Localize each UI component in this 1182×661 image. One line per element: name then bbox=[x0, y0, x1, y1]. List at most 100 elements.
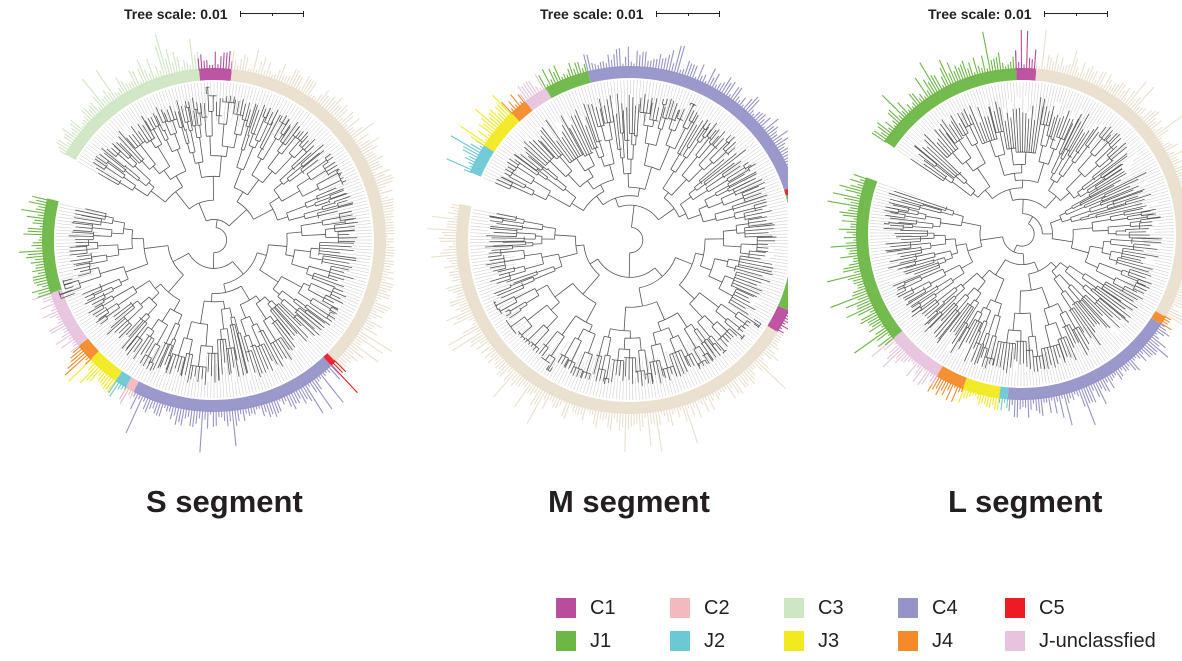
clade-tip bbox=[373, 174, 393, 183]
branch bbox=[1107, 203, 1126, 210]
leaf-line bbox=[1142, 218, 1174, 223]
branch bbox=[699, 136, 705, 143]
branch bbox=[299, 135, 309, 146]
branch-arc bbox=[930, 242, 932, 249]
leaf-line bbox=[120, 338, 143, 368]
clade-tip bbox=[581, 406, 587, 421]
clade-tip bbox=[154, 65, 161, 80]
clade-tip bbox=[993, 395, 998, 410]
branch-arc bbox=[322, 294, 327, 302]
branch-arc bbox=[105, 254, 108, 261]
clade-tip bbox=[484, 138, 490, 143]
leaf-line bbox=[722, 119, 736, 135]
branch-arc bbox=[168, 343, 173, 346]
clade-tip bbox=[80, 109, 93, 122]
clade-arc-j4 bbox=[936, 366, 967, 389]
branch bbox=[197, 366, 200, 383]
clade-tip bbox=[61, 331, 72, 338]
clade-tip bbox=[496, 362, 510, 376]
leaf-line bbox=[1137, 209, 1173, 216]
branch-arc bbox=[932, 259, 935, 263]
branch-arc bbox=[933, 252, 936, 257]
branch bbox=[915, 252, 935, 257]
branch bbox=[513, 154, 540, 174]
clade-arc-j3 bbox=[90, 351, 123, 381]
leaf-line bbox=[248, 88, 260, 125]
clade-tip bbox=[507, 365, 514, 373]
branch bbox=[157, 146, 171, 167]
leaf-line bbox=[687, 340, 710, 379]
branch bbox=[305, 215, 319, 220]
branch bbox=[1028, 273, 1032, 291]
branch bbox=[520, 154, 542, 171]
branch bbox=[77, 272, 91, 277]
leaf-line bbox=[873, 258, 902, 265]
branch bbox=[513, 273, 538, 284]
clade-tip bbox=[27, 230, 45, 233]
branch bbox=[1087, 131, 1100, 147]
clade-tip bbox=[1106, 84, 1113, 94]
clade-tip bbox=[165, 403, 170, 412]
branch-arc bbox=[536, 172, 540, 176]
leaf-line bbox=[110, 120, 135, 149]
leaf-line bbox=[670, 89, 684, 125]
clade-tip bbox=[37, 214, 46, 217]
branch-arc bbox=[195, 161, 204, 164]
branch bbox=[570, 115, 590, 155]
tree-scale-label: Tree scale: 0.01 bbox=[540, 6, 644, 22]
branch bbox=[168, 274, 184, 293]
clade-tip bbox=[265, 61, 272, 79]
leaf-line bbox=[964, 351, 975, 376]
branch bbox=[217, 353, 220, 381]
clade-tip bbox=[988, 395, 993, 409]
branch bbox=[1095, 287, 1126, 310]
branch bbox=[967, 310, 978, 328]
clade-tip bbox=[750, 113, 755, 118]
branch bbox=[907, 291, 927, 303]
clade-tip bbox=[456, 291, 467, 296]
branch-arc bbox=[257, 156, 264, 161]
branch bbox=[1050, 114, 1059, 139]
clade-tip bbox=[143, 68, 151, 83]
branch bbox=[889, 217, 917, 222]
branch bbox=[588, 373, 591, 380]
branch-arc bbox=[1082, 284, 1086, 289]
leaf-line bbox=[470, 244, 506, 247]
leaf-line bbox=[698, 101, 711, 123]
clade-tip bbox=[990, 60, 994, 73]
branch-arc bbox=[130, 301, 135, 308]
clade-tip bbox=[911, 93, 922, 106]
clade-tip bbox=[624, 411, 627, 453]
leaf-line bbox=[1007, 352, 1012, 386]
branch bbox=[731, 285, 757, 298]
clade-tip bbox=[184, 407, 188, 419]
clade-tip bbox=[367, 160, 380, 168]
clade-tip bbox=[871, 132, 887, 143]
branch bbox=[644, 167, 652, 190]
branch bbox=[682, 147, 689, 156]
branch bbox=[693, 349, 702, 363]
clade-tip bbox=[881, 94, 907, 119]
branch bbox=[1120, 273, 1138, 282]
branch-arc bbox=[534, 288, 540, 296]
branch bbox=[933, 306, 959, 334]
branch bbox=[1025, 341, 1028, 368]
clade-tip bbox=[270, 399, 278, 418]
branch bbox=[940, 211, 953, 216]
branch bbox=[262, 170, 273, 183]
clade-tip bbox=[310, 379, 333, 410]
leaf-line bbox=[56, 226, 73, 229]
clade-tip bbox=[331, 106, 342, 118]
clade-tip bbox=[1026, 30, 1029, 71]
leaf-line bbox=[316, 290, 356, 311]
legend-item-j-unclassfied: J-unclassfied bbox=[1005, 627, 1156, 655]
clade-tip bbox=[996, 396, 1000, 411]
leaf-line bbox=[1147, 250, 1173, 255]
branch bbox=[914, 145, 938, 165]
branch bbox=[923, 204, 942, 211]
branch bbox=[706, 352, 713, 362]
branch-arc bbox=[740, 335, 745, 340]
clade-tip bbox=[691, 65, 698, 80]
clade-tip bbox=[239, 407, 242, 415]
legend-label: J4 bbox=[932, 629, 954, 652]
